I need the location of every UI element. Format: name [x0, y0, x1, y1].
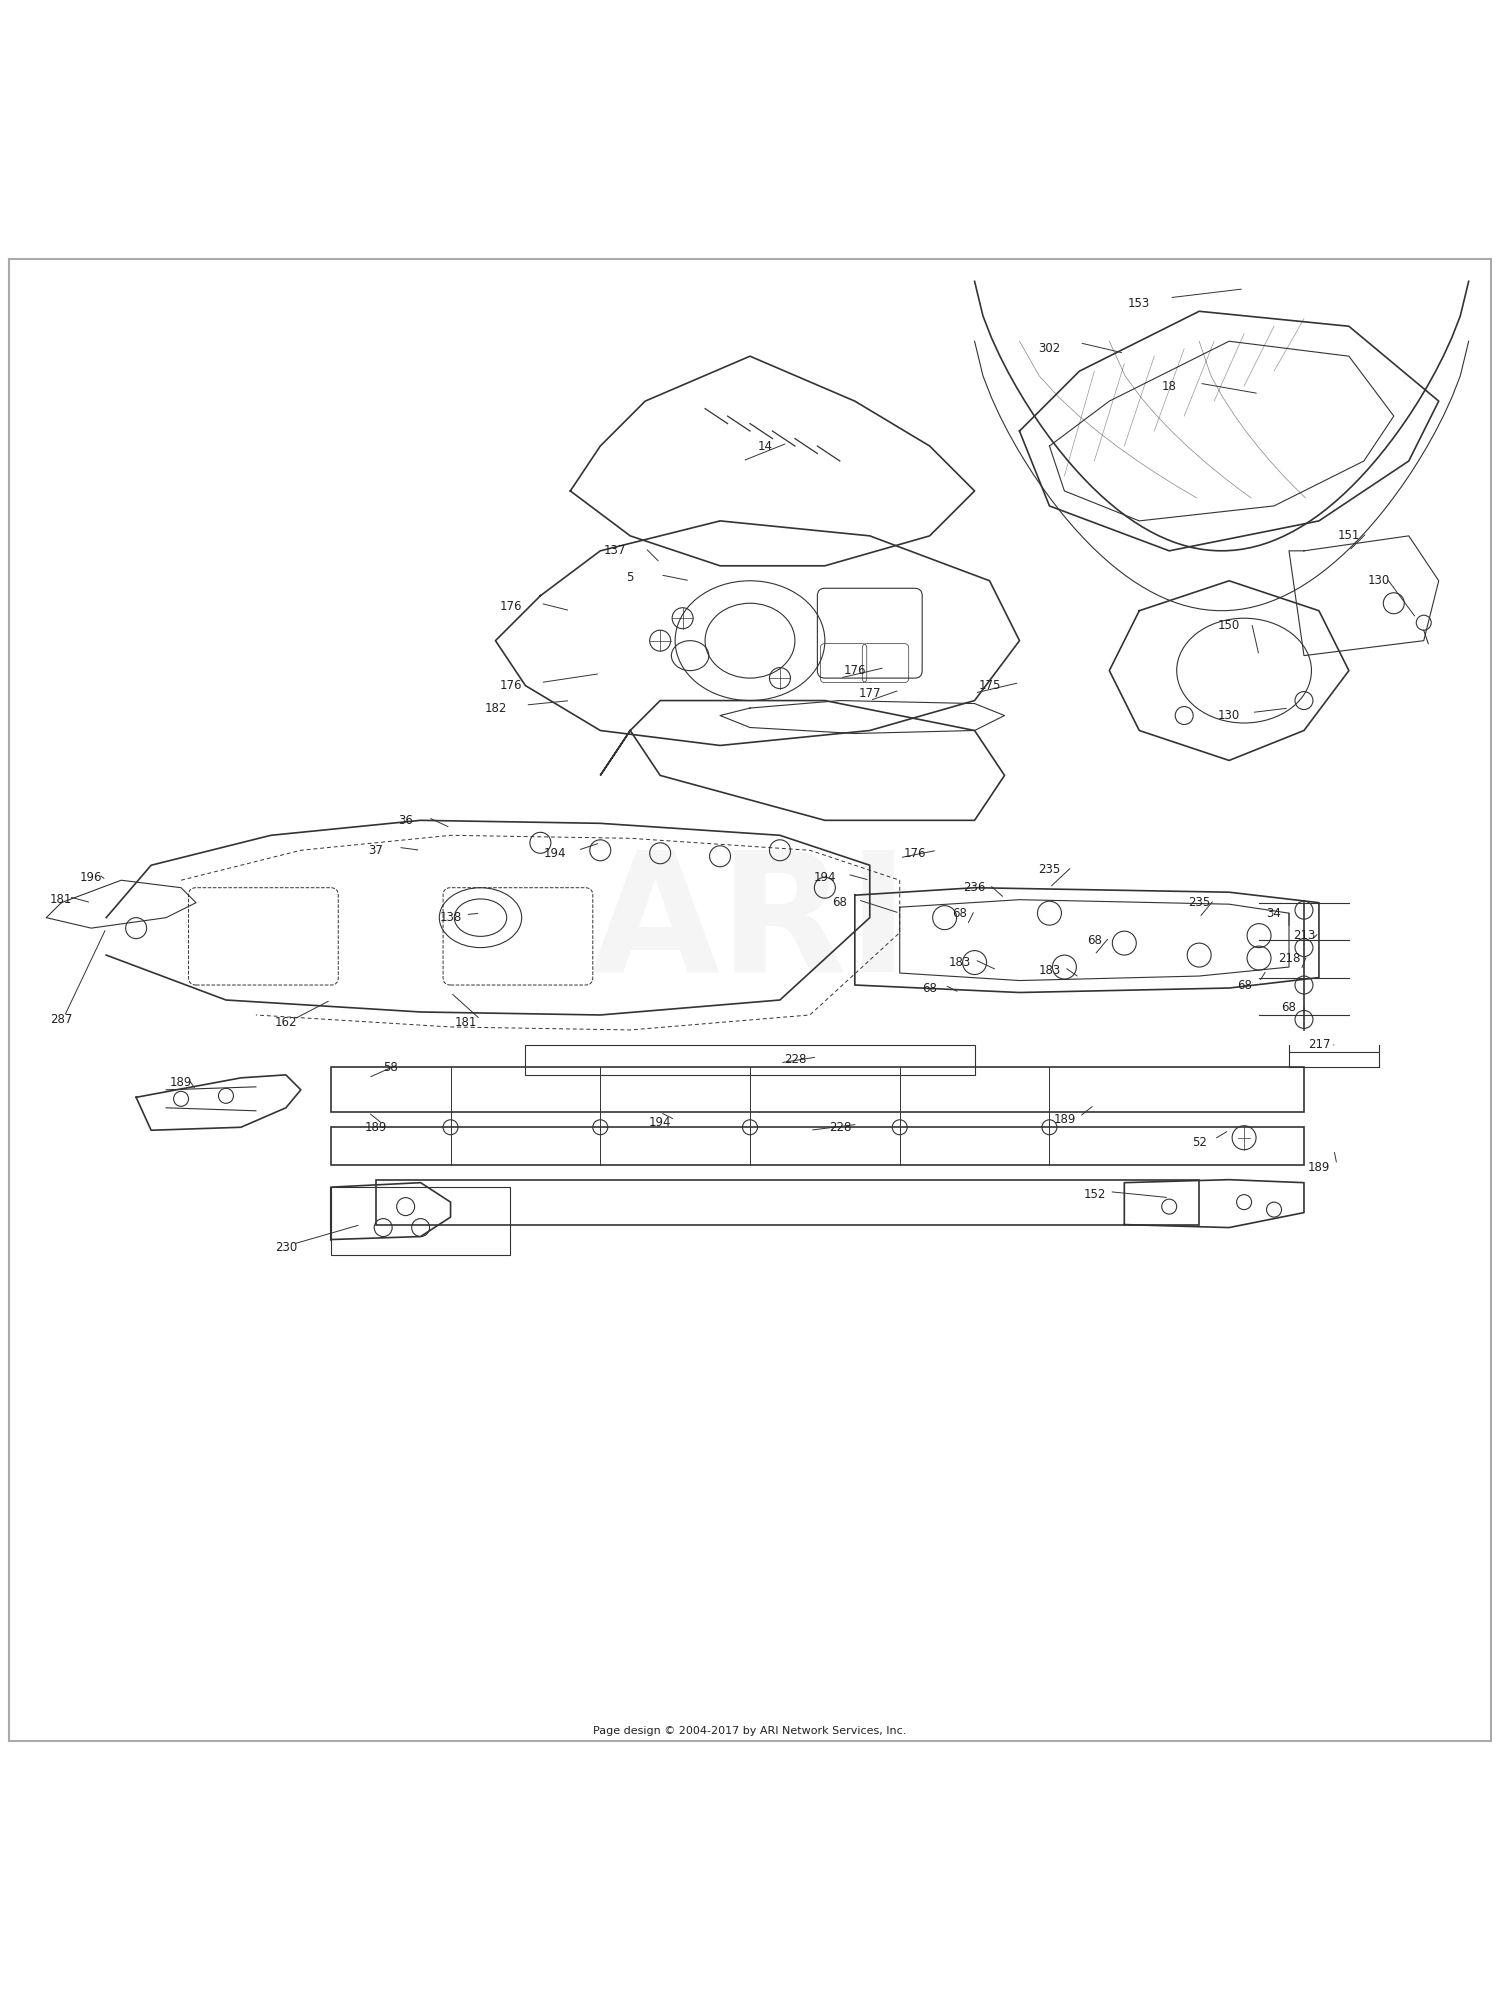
Text: 34: 34 — [1266, 906, 1281, 920]
Text: ARI: ARI — [591, 844, 909, 1006]
Text: 217: 217 — [1308, 1038, 1330, 1052]
Text: 189: 189 — [364, 1120, 387, 1134]
Text: 68: 68 — [1088, 934, 1102, 946]
Text: 14: 14 — [758, 440, 772, 452]
Text: 235: 235 — [1188, 896, 1210, 910]
Text: 189: 189 — [170, 1076, 192, 1088]
Text: 68: 68 — [1281, 1000, 1296, 1014]
Text: 151: 151 — [1338, 530, 1360, 542]
Text: 137: 137 — [604, 544, 627, 558]
Text: 228: 228 — [828, 1120, 850, 1134]
Text: 189: 189 — [1308, 1162, 1330, 1174]
Text: Page design © 2004-2017 by ARI Network Services, Inc.: Page design © 2004-2017 by ARI Network S… — [594, 1726, 906, 1736]
Text: 68: 68 — [922, 982, 938, 994]
Text: 52: 52 — [1191, 1136, 1206, 1148]
Text: 177: 177 — [858, 686, 880, 700]
Text: 228: 228 — [783, 1054, 806, 1066]
Text: 194: 194 — [544, 846, 567, 860]
Text: 218: 218 — [1278, 952, 1300, 964]
Text: 176: 176 — [500, 680, 522, 692]
Text: 175: 175 — [978, 680, 1000, 692]
Text: 181: 181 — [454, 1016, 477, 1028]
Text: 230: 230 — [274, 1240, 297, 1254]
Text: 5: 5 — [627, 572, 634, 584]
Text: 176: 176 — [500, 600, 522, 612]
Text: 176: 176 — [903, 846, 926, 860]
Text: 37: 37 — [369, 844, 382, 856]
Text: 18: 18 — [1162, 380, 1176, 392]
Text: 58: 58 — [384, 1060, 398, 1074]
Text: 235: 235 — [1038, 864, 1060, 876]
Text: 196: 196 — [80, 870, 102, 884]
Text: 182: 182 — [484, 702, 507, 714]
Text: 176: 176 — [843, 664, 866, 678]
Text: 130: 130 — [1218, 710, 1240, 722]
Text: 150: 150 — [1218, 620, 1240, 632]
Text: 183: 183 — [1038, 964, 1060, 976]
Text: 130: 130 — [1368, 574, 1390, 588]
Text: 194: 194 — [650, 1116, 672, 1130]
Text: 68: 68 — [1236, 978, 1251, 992]
Text: 213: 213 — [1293, 930, 1316, 942]
Text: 138: 138 — [440, 912, 462, 924]
Text: 287: 287 — [50, 1012, 72, 1026]
Text: 68: 68 — [952, 906, 968, 920]
Text: 183: 183 — [948, 956, 970, 970]
Text: 36: 36 — [398, 814, 412, 826]
Text: 153: 153 — [1128, 298, 1150, 310]
Text: 189: 189 — [1053, 1114, 1076, 1126]
Text: 236: 236 — [963, 882, 986, 894]
Text: 152: 152 — [1083, 1188, 1106, 1202]
Text: 162: 162 — [274, 1016, 297, 1028]
Text: 194: 194 — [813, 870, 836, 884]
Text: 181: 181 — [50, 894, 72, 906]
Text: 68: 68 — [833, 896, 848, 910]
Text: 302: 302 — [1038, 342, 1060, 356]
